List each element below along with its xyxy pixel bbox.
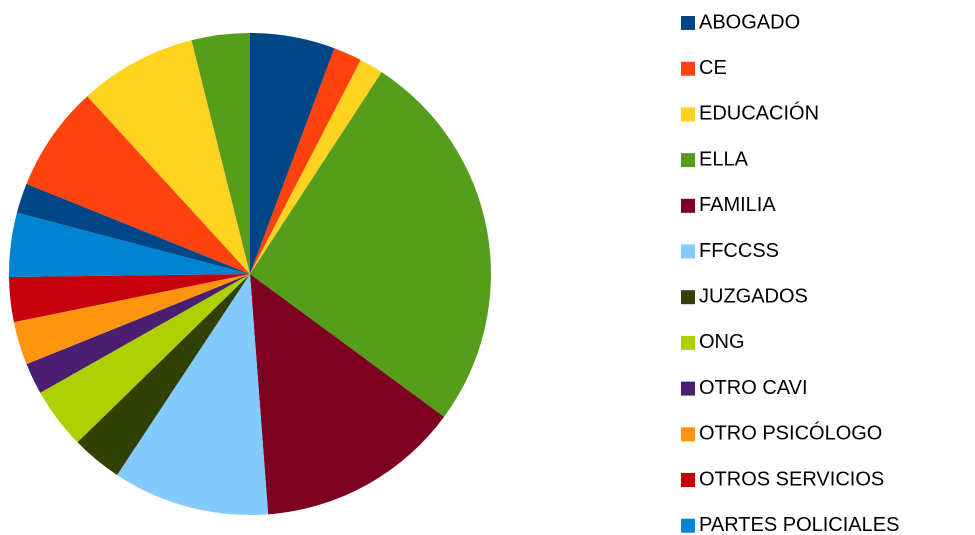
legend-label: JUZGADOS bbox=[699, 285, 808, 307]
pie-slice bbox=[250, 48, 361, 275]
pie-slice bbox=[117, 274, 269, 515]
pie-slice bbox=[26, 274, 250, 393]
legend-swatch bbox=[681, 473, 695, 487]
pie-slice bbox=[13, 274, 250, 365]
pie-slice bbox=[250, 274, 445, 515]
legend-swatch bbox=[681, 335, 695, 350]
pie-slice bbox=[87, 40, 250, 274]
legend-label: FFCCSS bbox=[699, 240, 779, 262]
legend-label: EDUCACIÓN bbox=[699, 102, 819, 125]
legend-swatch bbox=[681, 427, 695, 442]
legend-swatch bbox=[681, 16, 695, 30]
legend-label: PARTES POLICIALES bbox=[699, 514, 899, 535]
legend-label: OTRO PSICÓLOGO bbox=[699, 422, 882, 445]
legend-swatch bbox=[681, 381, 695, 396]
legend-label: OTRO CAVI bbox=[699, 377, 808, 399]
legend-label: ONG bbox=[699, 331, 745, 353]
legend-swatch bbox=[681, 244, 695, 259]
legend-label: OTROS SERVICIOS bbox=[699, 468, 884, 490]
legend-swatch bbox=[681, 61, 695, 76]
legend-label: ABOGADO bbox=[699, 11, 800, 33]
pie-slice bbox=[250, 72, 491, 417]
legend-swatch bbox=[681, 290, 695, 305]
pie-slice bbox=[9, 212, 251, 278]
legend-label: CE bbox=[699, 57, 727, 79]
legend-swatch bbox=[681, 518, 695, 533]
pie-slice bbox=[191, 33, 250, 274]
pie-slice bbox=[9, 274, 251, 323]
pie-slice bbox=[250, 33, 335, 274]
pie-slice bbox=[16, 183, 251, 274]
legend-label: ELLA bbox=[699, 148, 749, 170]
pie-slice bbox=[250, 59, 382, 275]
legend-swatch bbox=[681, 153, 695, 168]
legend-swatch bbox=[681, 198, 695, 213]
legend-label: FAMILIA bbox=[699, 194, 776, 216]
legend-swatch bbox=[681, 107, 695, 122]
pie-slice bbox=[77, 274, 250, 476]
pie-slice bbox=[40, 274, 250, 443]
pie-slice bbox=[26, 96, 250, 274]
